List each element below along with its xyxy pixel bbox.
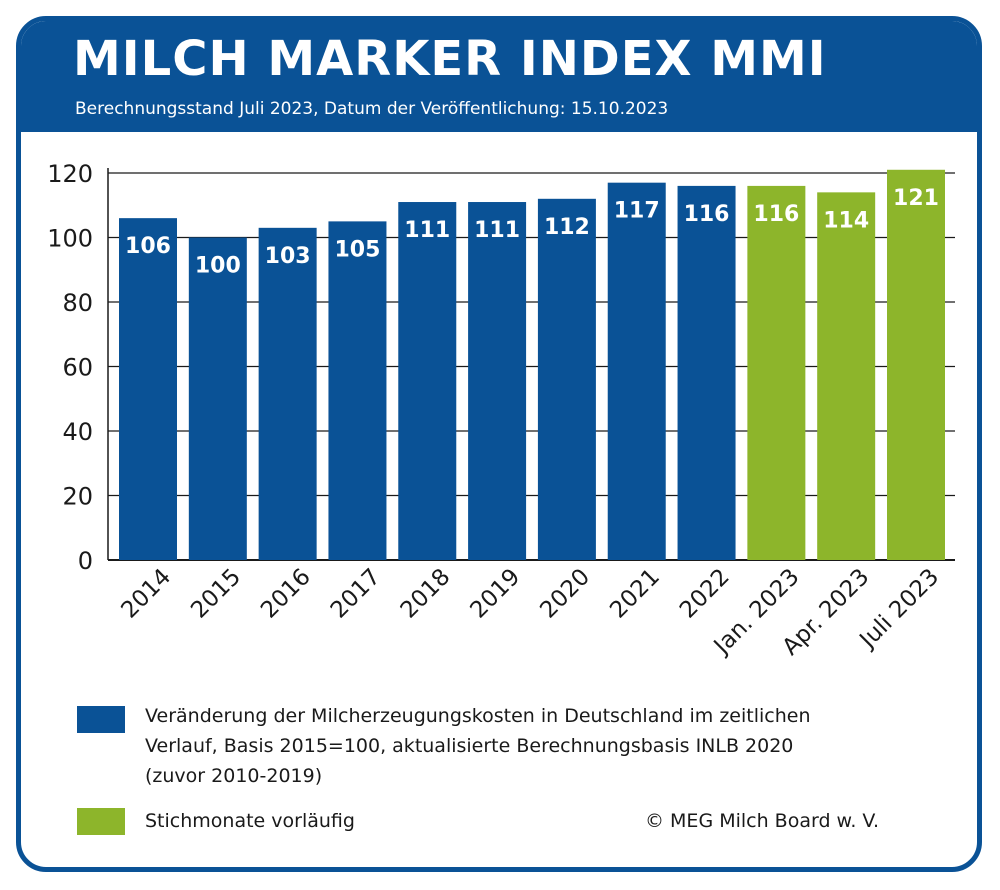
bar-2021 — [607, 182, 666, 561]
data-label-2022: 116 — [684, 202, 730, 227]
legend-line-1: Veränderung der Milcherzeugungskosten in… — [145, 705, 811, 727]
x-tick-label-2020: 2020 — [535, 564, 595, 624]
data-label-2019: 111 — [474, 218, 520, 243]
header-banner: MILCH MARKER INDEX MMI Berechnungsstand … — [21, 21, 977, 132]
x-tick-label-2014: 2014 — [116, 564, 176, 624]
legend-text-blue: Veränderung der Milcherzeugungskosten in… — [145, 701, 945, 791]
y-tick-label-40: 40 — [62, 418, 93, 446]
y-tick-label-0: 0 — [78, 547, 93, 575]
x-tick-label-2019: 2019 — [466, 564, 526, 624]
bar-2015 — [188, 237, 247, 560]
x-tick-label-2022: 2022 — [675, 564, 735, 624]
data-label-2017: 105 — [334, 237, 380, 262]
bar-2017 — [328, 221, 387, 560]
data-label-juli-2023: 121 — [893, 186, 939, 211]
bar-2022 — [677, 185, 736, 560]
data-label-2020: 112 — [544, 215, 590, 240]
y-tick-label-80: 80 — [62, 289, 93, 317]
legend-text-green: Stichmonate vorläufig — [145, 806, 355, 836]
bar-2019 — [468, 202, 527, 560]
bar-2018 — [398, 202, 457, 560]
data-label-2015: 100 — [195, 254, 241, 279]
y-tick-label-20: 20 — [62, 483, 93, 511]
y-tick-label-60: 60 — [62, 354, 93, 382]
bar-juli-2023 — [887, 169, 945, 560]
data-label-2016: 103 — [265, 244, 311, 269]
bar-2020 — [537, 198, 596, 561]
data-label-2018: 111 — [404, 218, 450, 243]
bar-jan-2023 — [747, 185, 806, 560]
chart-title: MILCH MARKER INDEX MMI — [73, 31, 827, 87]
bar-2014 — [119, 218, 177, 560]
bar-apr-2023 — [817, 192, 876, 560]
x-tick-label-2018: 2018 — [396, 564, 456, 624]
legend-swatch-green — [77, 808, 125, 835]
data-label-2014: 106 — [125, 234, 171, 259]
x-tick-label-2015: 2015 — [186, 564, 246, 624]
copyright-text: © MEG Milch Board w. V. — [645, 810, 880, 832]
chart-subtitle: Berechnungsstand Juli 2023, Datum der Ve… — [75, 99, 669, 119]
data-label-2021: 117 — [614, 199, 660, 224]
legend-line-3: (zuvor 2010-2019) — [145, 765, 323, 787]
x-tick-label-2021: 2021 — [605, 564, 665, 624]
data-label-apr-2023: 114 — [823, 208, 869, 233]
x-tick-label-2016: 2016 — [256, 564, 316, 624]
bar-2016 — [258, 227, 317, 560]
y-tick-label-100: 100 — [47, 225, 93, 253]
y-tick-label-120: 120 — [47, 160, 93, 188]
x-tick-label-2017: 2017 — [326, 564, 386, 624]
legend-line-green: Stichmonate vorläufig — [145, 810, 355, 832]
data-label-jan-2023: 116 — [753, 202, 799, 227]
legend-swatch-blue — [77, 706, 125, 733]
legend-line-2: Verlauf, Basis 2015=100, aktualisierte B… — [145, 735, 794, 757]
